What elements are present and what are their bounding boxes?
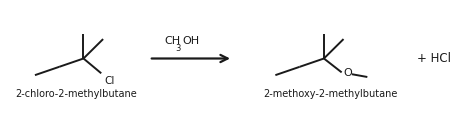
Text: OH: OH [182,37,200,46]
Text: 2-methoxy-2-methylbutane: 2-methoxy-2-methylbutane [264,89,398,99]
Text: Cl: Cl [104,76,114,86]
Text: CH: CH [164,37,181,46]
Text: 3: 3 [175,44,181,53]
Text: + HCl: + HCl [417,52,451,65]
Text: O: O [344,68,352,78]
Text: 2-chloro-2-methylbutane: 2-chloro-2-methylbutane [16,89,137,99]
